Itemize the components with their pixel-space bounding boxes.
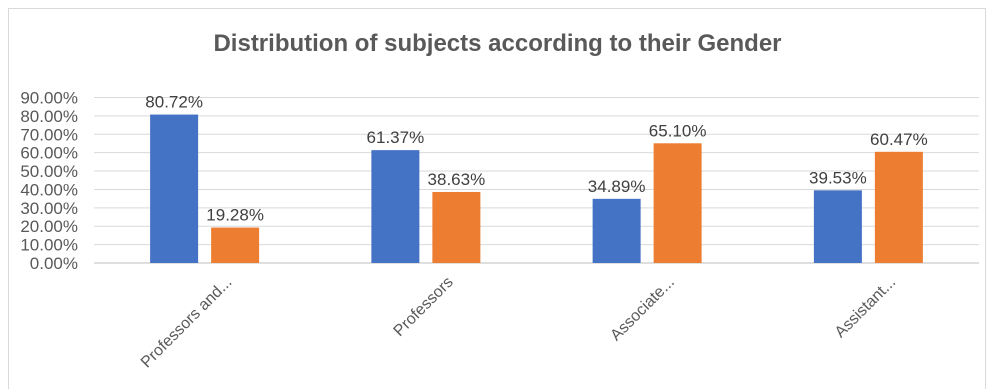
data-labels: 80.72% 19.28% 61.37% 38.63% 34.89% 65.10% 39.5… <box>145 93 927 225</box>
y-tick-label: 30.00% <box>20 199 78 218</box>
bar <box>150 114 199 264</box>
category-label: Professors and... <box>138 274 236 372</box>
bar <box>211 227 260 263</box>
y-tick-label: 80.00% <box>20 107 78 126</box>
data-label: 80.72% <box>145 93 203 112</box>
y-tick-label: 20.00% <box>20 217 78 236</box>
y-tick-label: 40.00% <box>20 180 78 199</box>
data-label: 60.47% <box>870 130 928 149</box>
data-label: 39.53% <box>809 168 867 187</box>
bar <box>371 150 420 263</box>
bar <box>432 191 481 263</box>
chart-title: Distribution of subjects according to th… <box>213 30 782 57</box>
x-axis: Professors and... Professors Associate... A… <box>138 274 899 372</box>
bar <box>653 143 702 263</box>
y-tick-label: 60.00% <box>20 144 78 163</box>
data-label: 65.10% <box>649 121 707 140</box>
y-tick-label: 50.00% <box>20 162 78 181</box>
bars <box>150 114 923 264</box>
bar <box>874 151 923 263</box>
y-axis: 0.00%10.00%20.00%30.00%40.00%50.00%60.00… <box>20 89 78 274</box>
data-label: 61.37% <box>367 128 425 147</box>
category-label: Professors <box>391 274 457 340</box>
y-tick-label: 10.00% <box>20 236 78 255</box>
category-label: Assistant... <box>832 274 899 341</box>
y-tick-label: 70.00% <box>20 125 78 144</box>
data-label: 34.89% <box>588 177 646 196</box>
y-tick-label: 90.00% <box>20 89 78 108</box>
data-label: 38.63% <box>428 170 486 189</box>
bar <box>592 198 641 263</box>
y-tick-label: 0.00% <box>30 254 78 273</box>
category-label: Associate... <box>607 274 678 345</box>
data-label: 19.28% <box>206 206 264 225</box>
bar <box>813 190 862 263</box>
